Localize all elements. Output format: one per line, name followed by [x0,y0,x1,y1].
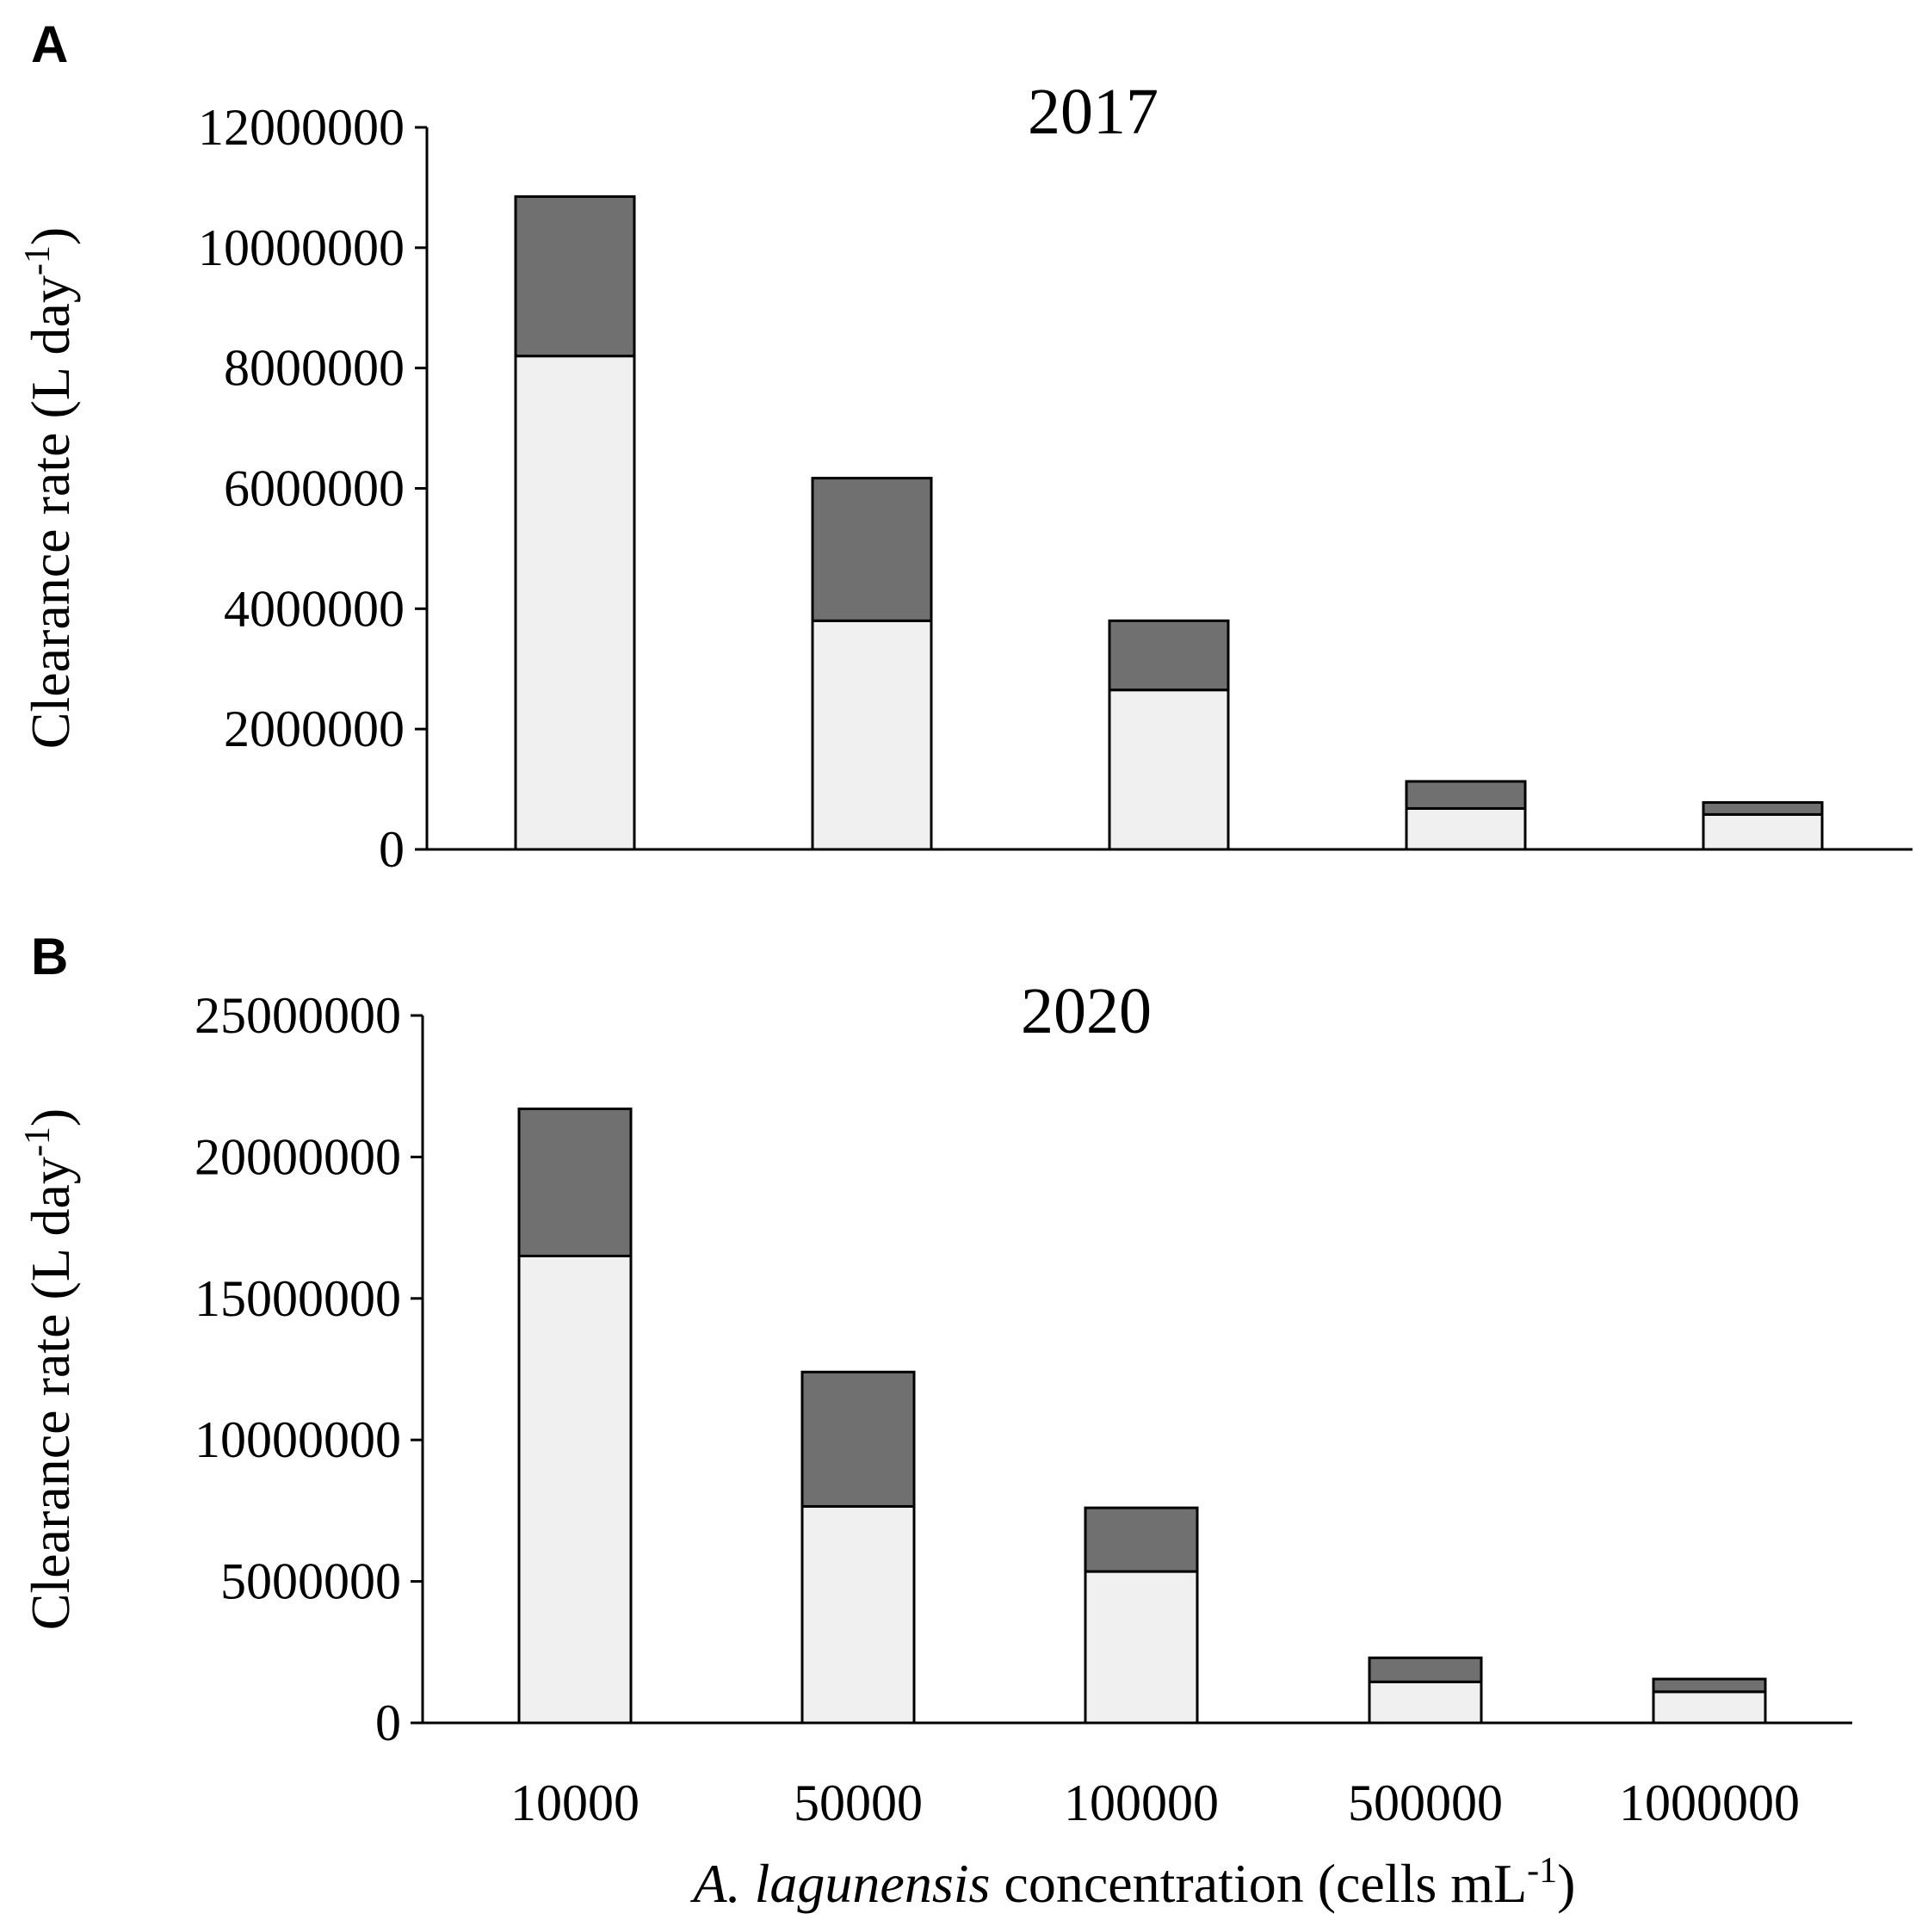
y-axis-label-close: ) [20,1108,81,1126]
x-tick-label: 1000000 [1619,1775,1800,1831]
y-tick-label: 20000000 [195,1128,401,1185]
y-axis-label-close: ) [20,227,81,245]
bar-100000-series-2 [1084,1506,1199,1573]
y-axis-label: Clearance rate (L day-1) [18,227,81,749]
bar-10000-series-2 [517,1108,633,1257]
y-axis-label-main: Clearance rate (L day [20,275,81,749]
y-tick-label: 2000000 [224,701,405,757]
bar-50000-series-2 [811,477,933,622]
bar-500000-series-2 [1405,780,1527,810]
y-tick-label: 10000000 [198,219,405,276]
y-axis-label-main: Clearance rate (L day [20,1157,81,1630]
bar-10000-series-1 [517,1254,633,1725]
x-tick-label: 100000 [1064,1775,1219,1831]
bar-50000-series-2 [800,1370,916,1508]
panel-letter: A [31,15,68,73]
chart-panel-b: B 2020 0 5000000 10000000 15000000 20000000 250… [18,928,1852,1914]
y-tick-label: 8000000 [224,340,405,397]
bar-50000-series-1 [800,1504,916,1725]
y-tick-label: 12000000 [198,99,405,156]
y-axis-label-superscript: -1 [18,245,58,275]
bar-1000000-series-2 [1652,1677,1767,1694]
y-tick-label: 15000000 [195,1270,401,1327]
y-tick-label: 4000000 [224,580,405,637]
y-tick-label: 0 [379,821,405,878]
x-tick-label: 500000 [1348,1775,1503,1831]
chart-title: 2020 [1021,975,1152,1047]
bar-100000-series-1 [1084,1570,1199,1725]
x-axis-label: A. lagunensis concentration (cells mL-1) [690,1851,1576,1914]
bar-50000-series-1 [811,619,933,851]
panel-letter: B [31,928,68,985]
x-axis-label-close: ) [1557,1853,1575,1914]
y-tick-label: 5000000 [220,1553,401,1610]
y-tick-label: 25000000 [195,987,401,1044]
y-axis-label: Clearance rate (L day-1) [18,1108,81,1630]
bar-500000-series-1 [1368,1680,1483,1725]
y-axis-label-superscript: -1 [18,1126,58,1157]
chart-title: 2017 [1028,76,1159,148]
x-tick-label: 50000 [794,1775,923,1831]
y-tick-label: 6000000 [224,460,405,517]
y-tick-label: 0 [375,1694,401,1751]
x-tick-label: 10000 [510,1775,640,1831]
bar-100000-series-1 [1108,688,1230,851]
x-axis-label-superscript: -1 [1527,1851,1557,1891]
x-axis-label-main: concentration (cells mL [990,1853,1527,1914]
bar-1000000-series-1 [1702,812,1824,851]
bar-10000-series-1 [514,355,636,851]
y-tick-label: 10000000 [195,1411,401,1468]
bar-500000-series-2 [1368,1656,1483,1683]
bar-500000-series-1 [1405,806,1527,851]
bar-10000-series-2 [514,194,636,358]
x-axis-label-italic: A. lagunensis [690,1853,991,1914]
bar-100000-series-2 [1108,619,1230,692]
chart-panel-a: A 2017 0 2000000 4000000 6000000 8000000 100000… [18,15,1913,878]
bar-1000000-series-1 [1652,1690,1767,1725]
bar-1000000-series-2 [1702,800,1824,816]
